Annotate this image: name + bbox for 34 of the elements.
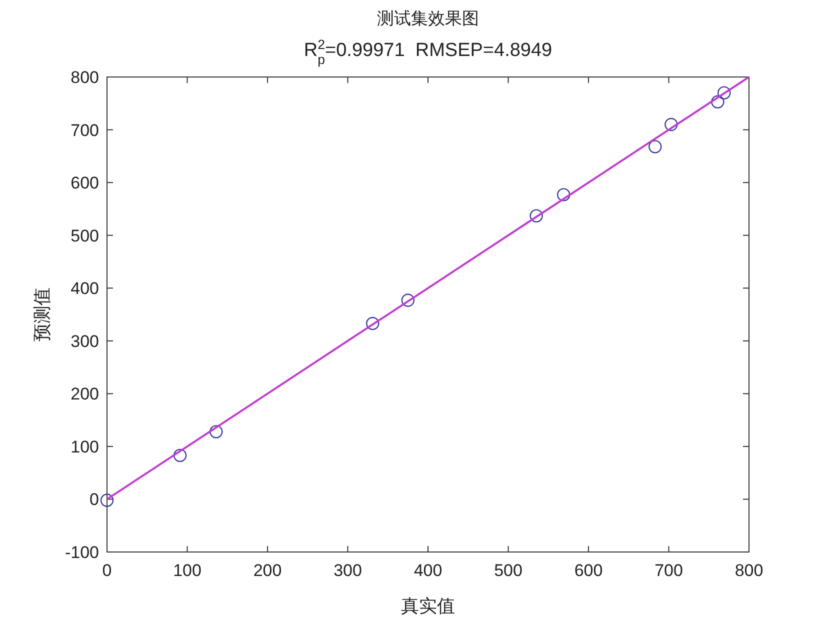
point	[210, 425, 223, 438]
point	[711, 95, 724, 108]
point	[401, 294, 415, 307]
point	[664, 118, 678, 132]
x-tick-label: 500	[494, 561, 522, 580]
x-tick-label: 800	[734, 561, 764, 580]
point	[173, 448, 187, 462]
chart-title: 测试集效果图	[377, 9, 479, 29]
y-tick-label: 100	[70, 437, 99, 456]
x-axis-title: 真实值	[401, 596, 455, 617]
chart-subtitle: R$^{2}$$_{p}$=0.99971 RMSEP=4.8949	[304, 36, 552, 66]
y-tick-label: 800	[70, 68, 99, 87]
x-tick-label: 0	[102, 561, 112, 580]
y-tick-label: 700	[70, 120, 99, 140]
x-tick-label: 200	[253, 561, 282, 580]
x-tick-label: 600	[574, 561, 603, 580]
y-tick-label: 300	[70, 332, 99, 351]
point	[530, 209, 543, 222]
point	[557, 188, 570, 202]
y-tick-label: 0	[90, 490, 99, 510]
x-tick-label: 700	[654, 561, 683, 580]
y-tick-label: 200	[70, 384, 99, 404]
y-tick-label: 600	[70, 174, 99, 193]
x-tick-label: 400	[414, 561, 442, 580]
y-tick-label: 500	[70, 226, 99, 246]
y-tick-label: -100	[64, 543, 99, 562]
x-tick-label: 100	[173, 561, 202, 580]
point	[366, 316, 380, 330]
y-tick-label: 400	[70, 279, 99, 298]
x-tick-label: 300	[334, 561, 362, 580]
point	[648, 140, 662, 154]
y-axis-title: 预测值	[32, 288, 53, 342]
point	[100, 494, 114, 507]
point	[718, 86, 731, 100]
